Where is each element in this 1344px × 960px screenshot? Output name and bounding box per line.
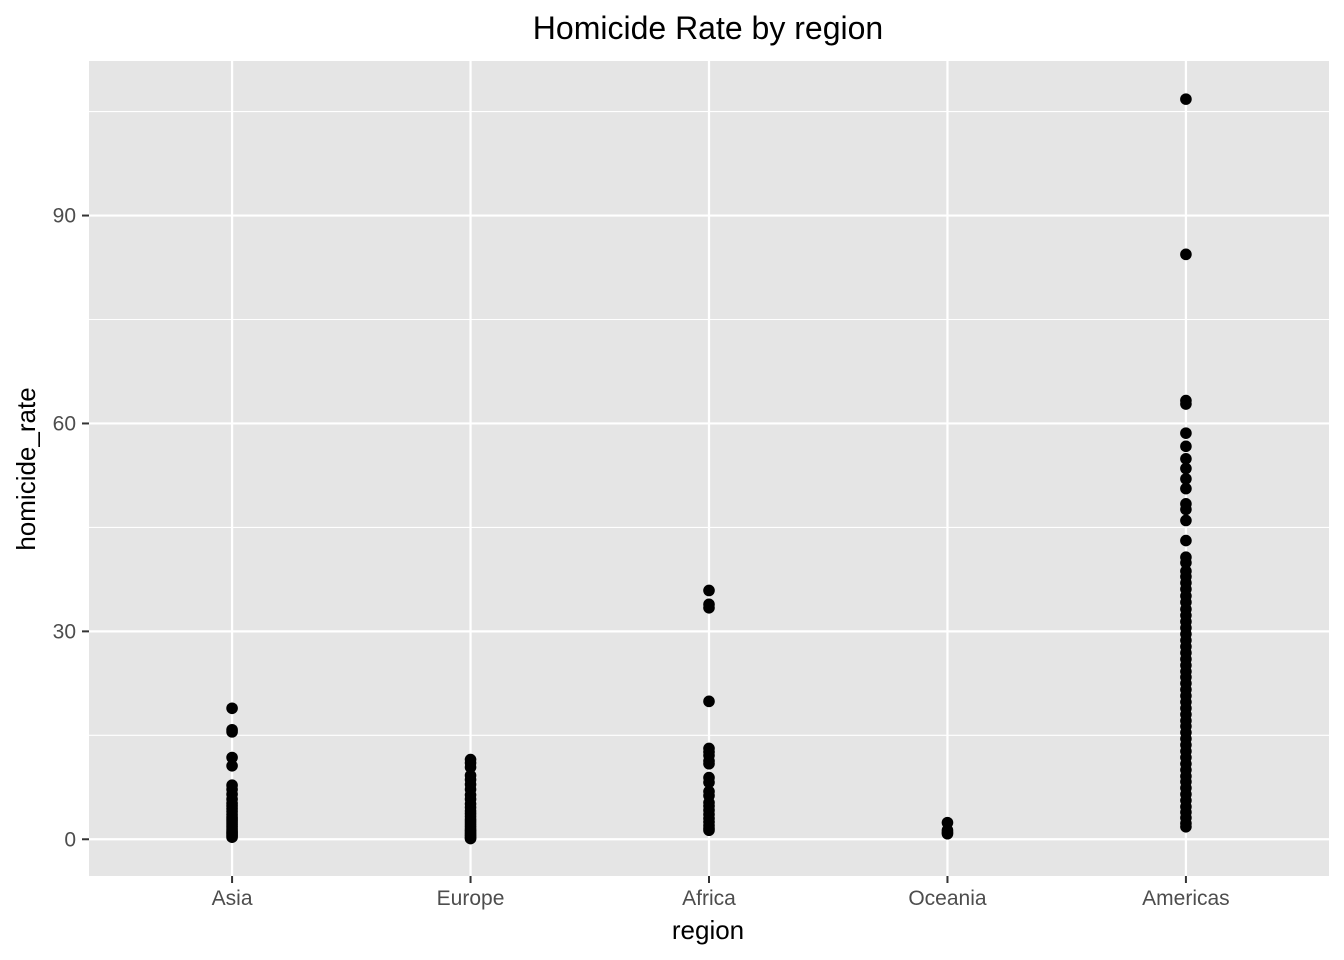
data-point [226,831,238,843]
chart-title: Homicide Rate by region [533,10,883,46]
data-point [464,761,477,773]
data-point [226,751,238,764]
data-point [703,757,715,770]
data-point [1180,473,1192,485]
data-point [1180,462,1192,475]
y-axis-ticks: 0 30 60 90 [53,205,89,851]
major-gridlines [89,61,1329,876]
data-point [703,601,715,614]
data-point [464,832,477,845]
x-tick-label: Oceania [908,887,987,910]
data-point [703,776,715,789]
y-tick-label: 60 [53,412,76,435]
data-point [226,726,238,738]
y-tick-label: 0 [64,828,76,851]
data-point [1180,398,1192,410]
data-point [1180,93,1192,105]
y-axis-title: homicide_rate [11,387,41,550]
data-point [1180,514,1192,527]
data-point [1180,482,1192,495]
data-point [1180,452,1192,465]
data-point [941,827,954,840]
y-tick-label: 30 [53,620,76,643]
x-axis-title: region [672,915,744,945]
data-points [226,93,1192,845]
data-point [1180,503,1192,516]
data-point [703,824,715,837]
data-point [703,584,715,597]
x-tick-label: Asia [212,887,253,910]
data-point [1180,820,1192,833]
x-tick-label: Africa [682,887,736,910]
x-tick-label: Americas [1142,887,1230,910]
x-tick-label: Europe [437,887,505,910]
x-axis-ticks: Asia Europe Africa Oceania Americas [212,876,1230,910]
y-tick-label: 90 [53,205,76,228]
data-point [1180,534,1192,547]
data-point [1180,248,1192,261]
data-point [1180,556,1192,569]
data-point [226,702,238,715]
data-point [1180,440,1192,453]
data-point [1180,427,1192,439]
data-point [703,695,715,708]
data-point [226,760,238,772]
